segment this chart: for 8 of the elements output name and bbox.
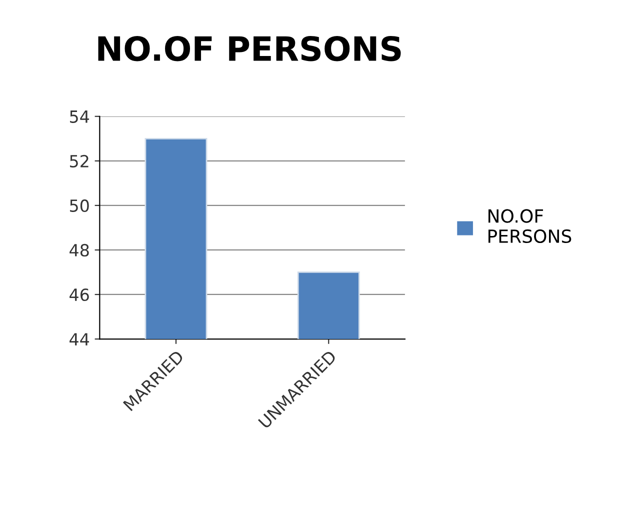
chart-title: NO.OF PERSONS — [98, 36, 401, 62]
y-tick-label: 54 — [70, 110, 90, 123]
y-tick-label: 48 — [70, 244, 89, 257]
y-tick-label: 46 — [70, 288, 89, 302]
y-tick-label: 52 — [70, 154, 88, 168]
y-tick-label: 44 — [70, 333, 90, 346]
y-tick-label: 50 — [70, 199, 89, 212]
legend-label: NO.OF PERSONS — [488, 209, 572, 244]
